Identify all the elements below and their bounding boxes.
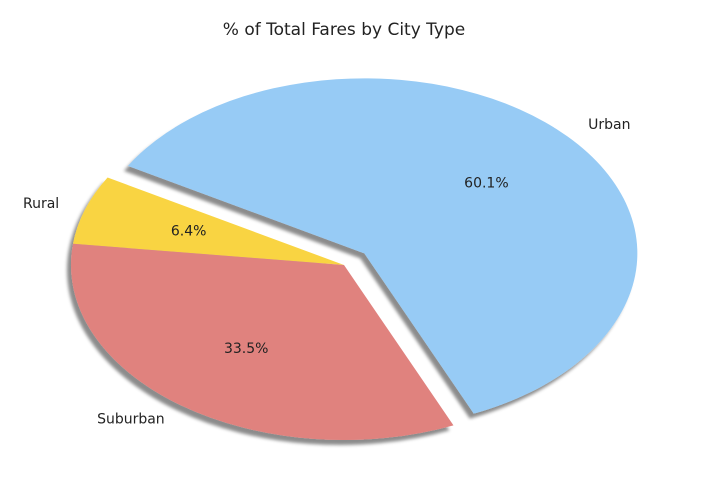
pie-slice xyxy=(70,243,454,440)
percent-label: 33.5% xyxy=(224,341,268,357)
slice-label: Urban xyxy=(588,117,630,133)
percent-label: 60.1% xyxy=(464,175,508,191)
chart-title: % of Total Fares by City Type xyxy=(223,20,465,40)
pie-slice xyxy=(127,78,638,414)
slice-label: Suburban xyxy=(97,411,165,427)
percent-label: 6.4% xyxy=(171,224,207,240)
slice-label: Rural xyxy=(23,196,59,212)
pie-slice xyxy=(73,177,344,265)
pie xyxy=(70,78,638,440)
